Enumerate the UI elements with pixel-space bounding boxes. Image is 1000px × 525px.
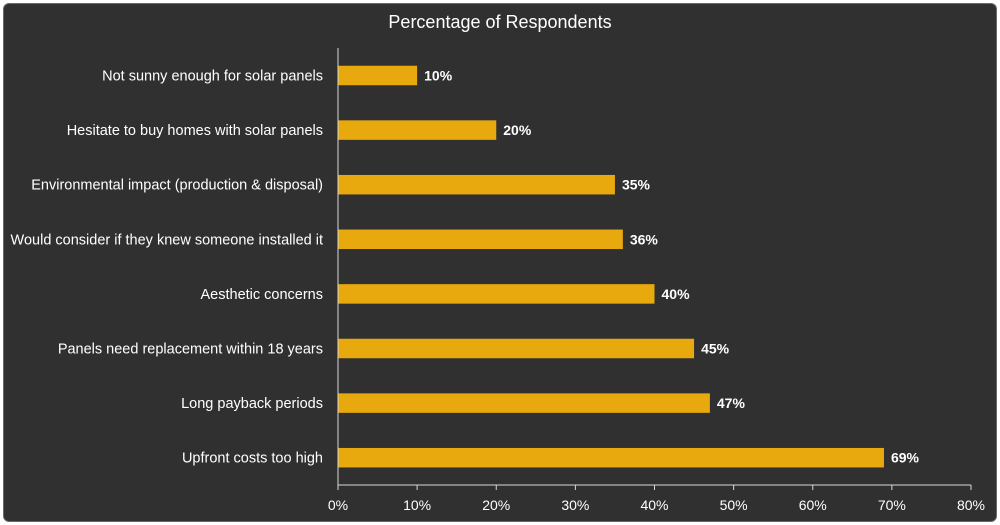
- x-tick-label: 10%: [403, 497, 431, 513]
- data-label: 35%: [622, 177, 651, 193]
- bar-chart: Percentage of Respondents Not sunny enou…: [11, 12, 985, 513]
- bar: [338, 229, 623, 250]
- bar: [338, 447, 884, 468]
- category-label: Long payback periods: [181, 396, 323, 412]
- category-label: Aesthetic concerns: [200, 287, 323, 303]
- x-tick-label: 60%: [799, 497, 827, 513]
- category-label: Hesitate to buy homes with solar panels: [67, 123, 323, 139]
- category-label: Panels need replacement within 18 years: [58, 342, 323, 358]
- chart-title: Percentage of Respondents: [388, 12, 611, 32]
- bar: [338, 120, 497, 140]
- bars-group: Not sunny enough for solar panels 10% Hesi…: [11, 65, 920, 468]
- bar: [338, 65, 418, 86]
- x-tick-label: 40%: [640, 497, 668, 513]
- bar: [338, 284, 655, 304]
- bar: [338, 174, 615, 195]
- data-label: 45%: [701, 341, 730, 357]
- data-label: 20%: [503, 122, 532, 138]
- x-tick-label: 70%: [878, 497, 906, 513]
- data-label: 47%: [717, 395, 746, 411]
- category-label: Not sunny enough for solar panels: [102, 69, 323, 85]
- axes-group: 0% 10% 20% 30% 40% 50% 60% 70% 80%: [328, 48, 985, 513]
- category-label: Would consider if they knew someone inst…: [11, 232, 323, 248]
- category-label: Upfront costs too high: [182, 451, 323, 467]
- x-tick-label: 80%: [957, 497, 985, 513]
- category-label: Environmental impact (production & dispo…: [31, 178, 323, 194]
- x-tick-label: 0%: [328, 497, 348, 513]
- x-tick-label: 30%: [561, 497, 589, 513]
- x-tick-label: 20%: [482, 497, 510, 513]
- data-label: 69%: [891, 450, 920, 466]
- chart-container: Percentage of Respondents Not sunny enou…: [3, 3, 997, 522]
- bar: [338, 393, 710, 413]
- x-tick-label: 50%: [720, 497, 748, 513]
- data-label: 10%: [424, 68, 453, 84]
- data-label: 36%: [630, 231, 659, 247]
- data-label: 40%: [662, 286, 691, 302]
- bar: [338, 338, 695, 359]
